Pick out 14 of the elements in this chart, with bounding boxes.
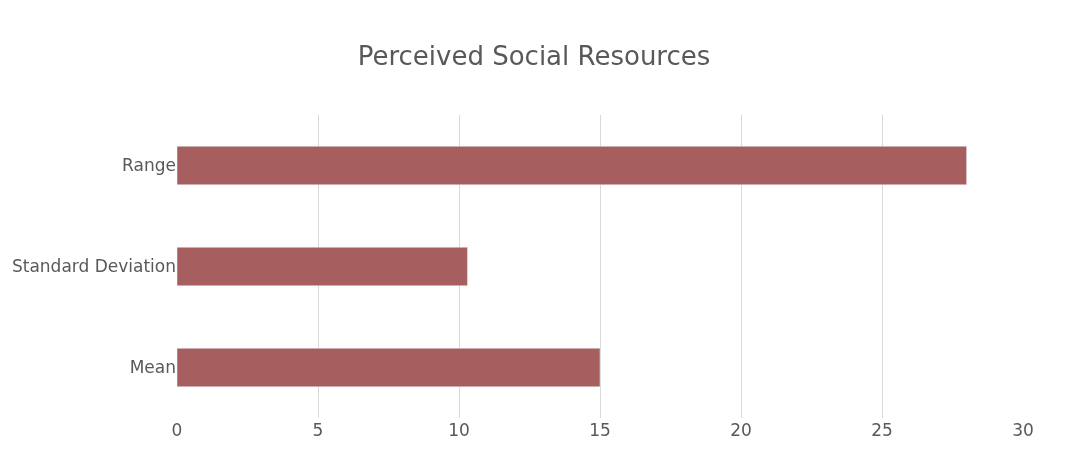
- y-tick-label: Range: [122, 155, 176, 176]
- x-tick-label: 20: [730, 420, 752, 440]
- bar: [177, 348, 601, 387]
- x-tick-label: 15: [589, 420, 611, 440]
- x-tick-label: 10: [448, 420, 470, 440]
- x-tick-label: 25: [871, 420, 893, 440]
- x-tick-label: 5: [312, 420, 324, 440]
- y-tick-label: Mean: [129, 357, 176, 378]
- bar: [177, 247, 468, 286]
- chart-title: Perceived Social Resources: [357, 40, 711, 71]
- x-tick-label: 0: [171, 420, 183, 440]
- x-tick-label: 30: [1012, 420, 1034, 440]
- y-tick-label: Standard Deviation: [11, 256, 176, 277]
- bar: [177, 146, 967, 185]
